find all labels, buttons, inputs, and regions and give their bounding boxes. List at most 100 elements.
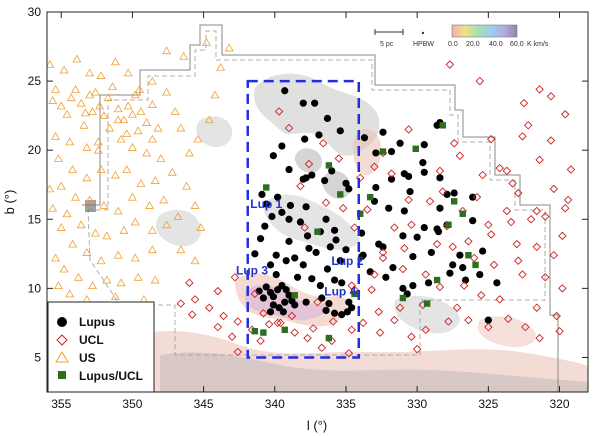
data-point-ucl: [558, 284, 567, 293]
data-point-lupus: [316, 282, 324, 290]
data-point-lupus: [366, 268, 374, 276]
data-point-us: [62, 209, 72, 218]
data-point-us: [105, 123, 115, 132]
data-point-ucl: [233, 317, 243, 326]
data-point-ucl: [478, 170, 487, 180]
data-point-us: [107, 82, 117, 91]
data-point-ucl: [532, 242, 541, 252]
data-point-us: [56, 101, 66, 110]
data-point-us: [136, 178, 146, 187]
data-point-ucl: [273, 318, 282, 328]
data-point-us: [70, 192, 80, 201]
data-point-ucl: [472, 192, 482, 202]
data-point-lupus: [436, 174, 444, 182]
data-point-us: [113, 250, 123, 259]
data-point-us: [110, 292, 120, 301]
data-point-ucl: [541, 273, 550, 282]
data-point-lupus: [282, 257, 290, 265]
data-point-us: [80, 108, 90, 117]
data-point-ucl: [535, 333, 544, 343]
data-point-lupus: [269, 152, 277, 160]
data-point-lupus-ucl: [472, 261, 479, 269]
data-point-lupus: [302, 298, 310, 306]
data-point-ucl: [274, 107, 284, 116]
data-point-lupus: [269, 301, 277, 309]
data-point-us: [51, 253, 61, 262]
legend-marker-lupus: [57, 317, 67, 327]
data-point-us: [96, 71, 106, 79]
data-point-lupus: [420, 168, 428, 176]
data-point-us: [150, 275, 160, 284]
data-point-lupus: [389, 264, 397, 272]
data-point-lupus: [406, 188, 414, 196]
data-point-us: [56, 223, 66, 231]
data-point-us: [147, 100, 157, 108]
data-point-us: [147, 225, 157, 234]
data-point-ucl: [549, 250, 559, 260]
data-point-us: [204, 115, 214, 124]
data-point-us: [130, 90, 140, 99]
region-label: Lup 2: [331, 254, 363, 268]
data-point-lupus: [323, 265, 332, 273]
data-point-ucl: [350, 223, 359, 232]
beam-label: HPBW: [413, 41, 434, 48]
data-point-lupus: [256, 235, 265, 243]
data-point-lupus: [328, 167, 336, 175]
data-point-lupus: [285, 215, 293, 223]
x-tick-label: 355: [51, 397, 71, 411]
data-point-us: [196, 223, 206, 231]
data-point-ucl: [230, 273, 240, 282]
data-point-ucl: [518, 270, 527, 279]
data-point-us: [133, 272, 143, 281]
data-point-ucl: [435, 282, 445, 292]
data-point-lupus: [456, 251, 464, 259]
data-point-ucl: [334, 154, 344, 163]
data-point-us: [156, 154, 166, 162]
data-point-ucl: [558, 231, 567, 241]
data-point-ucl: [407, 332, 416, 341]
data-point-lupus: [360, 134, 369, 142]
data-point-us: [162, 87, 172, 96]
data-point-lupus: [323, 114, 332, 122]
data-point-us: [59, 65, 69, 74]
x-tick-label: 330: [407, 397, 427, 411]
data-point-lupus: [262, 200, 270, 208]
data-point-lupus: [266, 261, 275, 269]
data-point-lupus: [293, 273, 302, 281]
data-point-us: [216, 62, 226, 71]
legend: Lupus UCL US Lupus/UCL: [47, 301, 155, 393]
data-point-us: [224, 43, 234, 52]
data-point-ucl: [555, 326, 564, 336]
data-point-ucl: [484, 322, 493, 332]
data-point-lupus: [345, 298, 353, 306]
data-point-ucl: [546, 92, 556, 101]
data-point-ucl: [448, 242, 457, 252]
data-point-lupus: [262, 283, 270, 291]
data-point-lupus: [302, 174, 310, 182]
data-point-ucl: [521, 322, 530, 332]
data-point-ucl: [370, 162, 379, 172]
data-point-us: [82, 143, 92, 151]
data-point-lupus: [269, 293, 277, 301]
data-point-lupus-ucl: [465, 252, 472, 259]
x-tick-label: 350: [122, 397, 142, 411]
data-point-lupus-ucl: [263, 184, 270, 191]
data-point-ucl: [387, 169, 396, 178]
data-point-lupus: [409, 282, 417, 290]
data-point-ucl: [560, 110, 570, 119]
data-point-lupus: [459, 264, 467, 272]
data-point-ucl: [213, 322, 223, 332]
data-point-ucl: [375, 328, 385, 337]
data-point-lupus: [291, 301, 299, 309]
data-point-ucl: [464, 237, 473, 246]
data-point-lupus-ucl: [379, 148, 387, 155]
data-point-ucl: [395, 303, 405, 312]
data-point-lupus: [420, 141, 428, 149]
data-point-lupus: [279, 308, 287, 316]
data-point-us: [119, 115, 129, 124]
data-point-us: [135, 84, 145, 93]
data-point-lupus: [318, 294, 326, 302]
data-point-lupus: [308, 275, 316, 283]
data-point-lupus: [302, 203, 310, 211]
data-point-us: [110, 57, 120, 66]
